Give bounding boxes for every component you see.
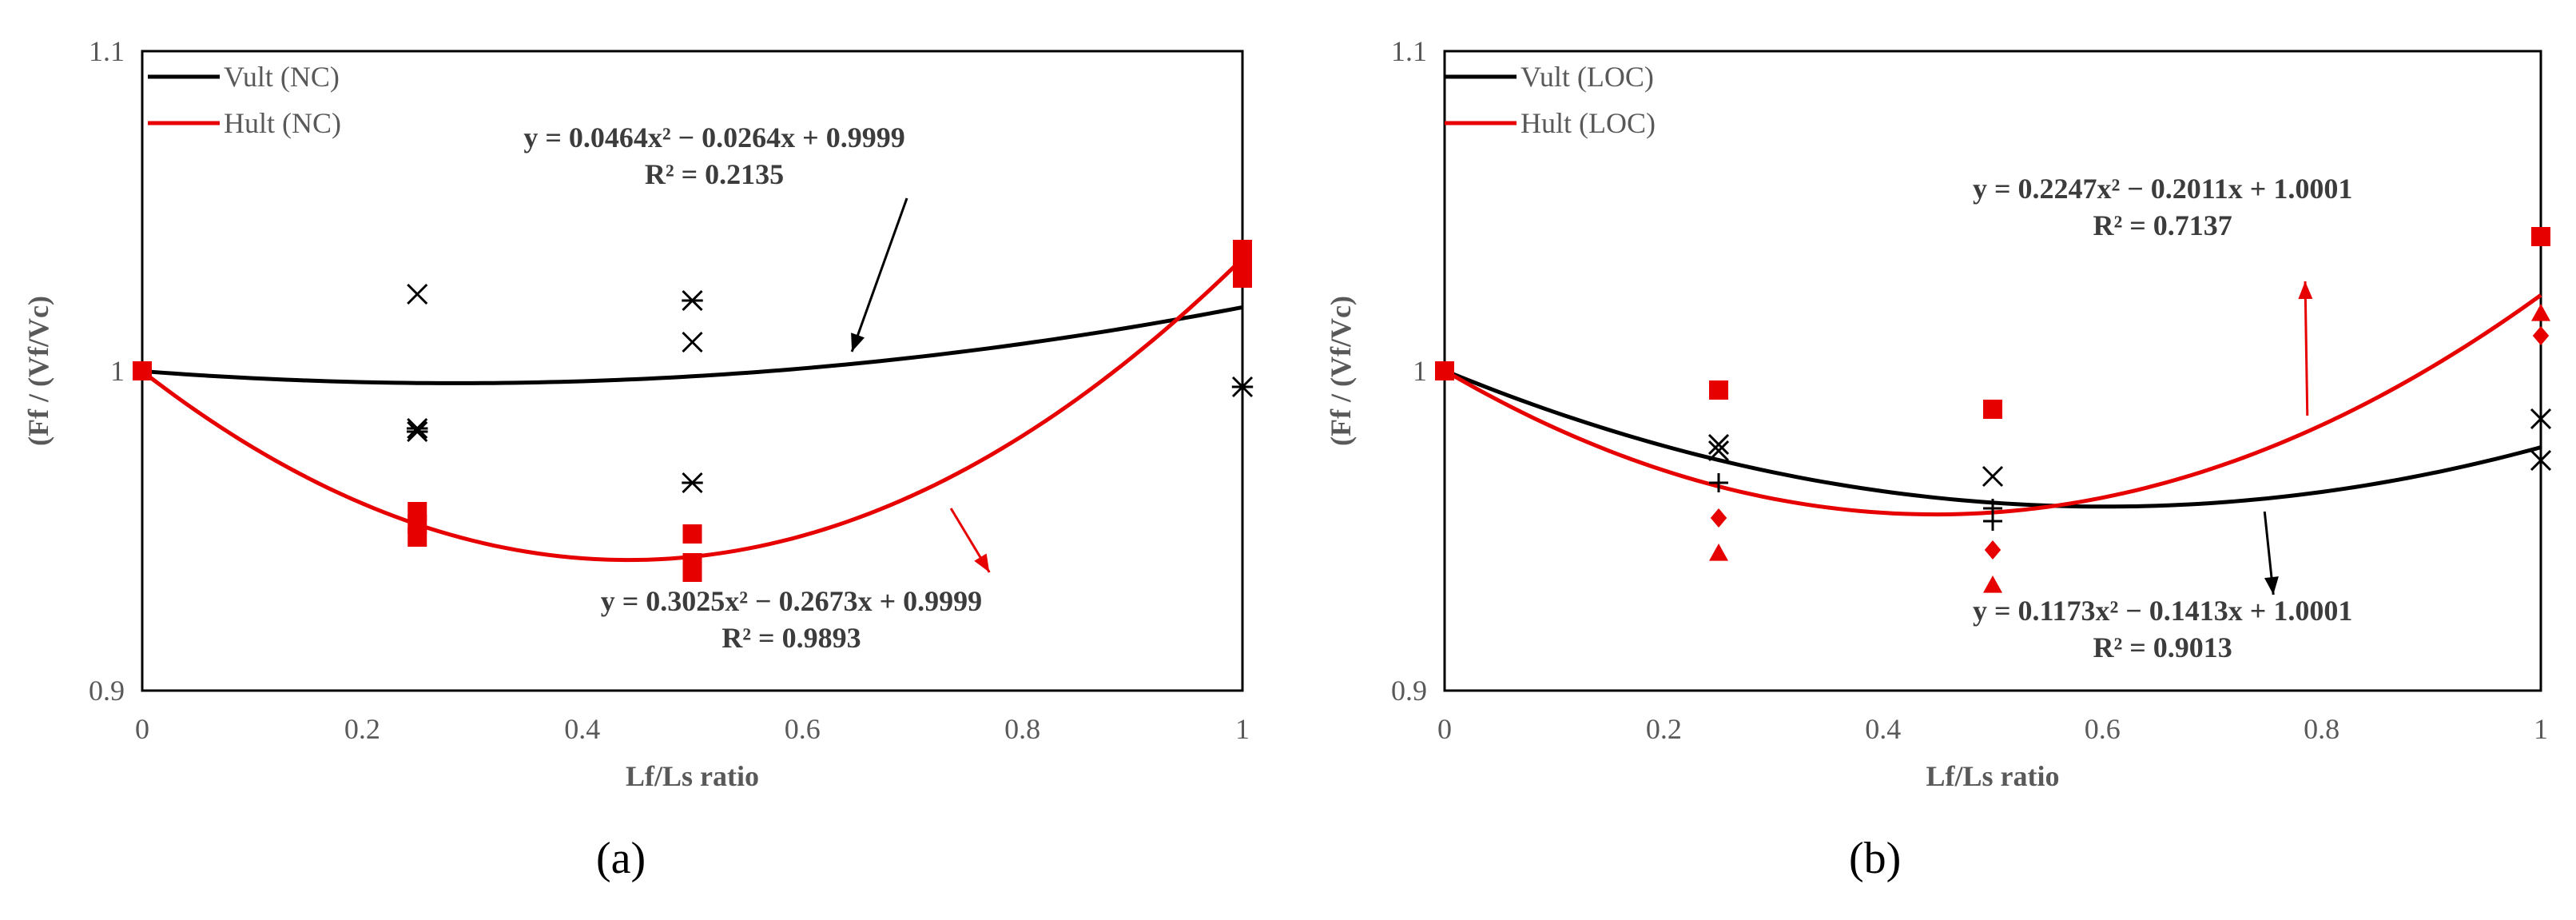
x-axis-label: Lf/Ls ratio: [1926, 760, 2060, 792]
annotation-arrow-head: [2264, 576, 2279, 595]
data-point: [2531, 227, 2550, 246]
data-point: [1707, 433, 1730, 456]
x-tick-label: 0: [135, 713, 149, 745]
x-tick-label: 0.2: [1646, 713, 1682, 745]
x-tick-label: 0.4: [1865, 713, 1901, 745]
data-point: [2531, 304, 2550, 321]
data-point: [1231, 376, 1254, 398]
data-point: [133, 361, 152, 380]
trendline-vult-nc: [141, 305, 1243, 385]
x-tick-label: 0.6: [785, 713, 821, 745]
y-tick-label: 1.1: [1391, 35, 1427, 67]
data-point: [407, 420, 428, 443]
annotation-arrow-head: [2298, 281, 2313, 300]
y-tick-label: 0.9: [1391, 675, 1427, 707]
equation-annotation-line: R² = 0.9013: [2093, 631, 2232, 663]
data-point: [2532, 326, 2550, 345]
equation-annotation-line: y = 0.1173x² − 0.1413x + 1.0001: [1973, 595, 2352, 627]
y-tick-label: 1.1: [89, 35, 125, 67]
data-point: [1983, 512, 2002, 531]
y-tick-label: 1: [1413, 355, 1427, 387]
annotation-arrow-line: [2304, 281, 2309, 416]
panel-label-b: (b): [1849, 834, 1902, 883]
data-point: [1982, 465, 2004, 488]
equation-annotation-line: R² = 0.2135: [645, 158, 784, 190]
x-tick-label: 0.2: [344, 713, 380, 745]
data-point: [1710, 508, 1727, 528]
x-tick-label: 1: [2534, 713, 2548, 745]
panel-label-a: (a): [596, 834, 646, 883]
x-tick-label: 0.8: [2304, 713, 2339, 745]
data-point: [682, 563, 702, 582]
trendline-vult-loc: [1444, 368, 2542, 509]
x-tick-label: 0.4: [564, 713, 600, 745]
data-point: [1983, 400, 2002, 419]
trendline-hult-nc: [141, 257, 1244, 563]
data-point: [2530, 449, 2552, 472]
annotation-arrow-head: [851, 333, 865, 352]
x-tick-label: 1: [1235, 713, 1250, 745]
data-point: [682, 289, 703, 312]
y-tick-label: 0.9: [89, 675, 125, 707]
legend-label: Hult (LOC): [1521, 107, 1656, 139]
legend-label: Hult (NC): [224, 107, 341, 139]
equation-annotation-line: R² = 0.9893: [722, 622, 861, 654]
data-point: [682, 524, 702, 544]
equation-annotation-line: y = 0.3025x² − 0.2673x + 0.9999: [601, 585, 982, 617]
x-tick-label: 0.6: [2085, 713, 2121, 745]
equation-annotation-line: y = 0.0464x² − 0.0264x + 0.9999: [523, 121, 904, 153]
x-tick-label: 0: [1437, 713, 1452, 745]
y-axis-label: (Ff / (Vf/Vc): [22, 296, 54, 446]
legend-label: Vult (LOC): [1521, 61, 1654, 93]
y-axis-label: (Ff / (Vf/Vc): [1325, 296, 1357, 446]
chart-b: 0 0.2 0.4 0.6 0.8 1 0.9 1 1.1 Lf/Ls ratio (Ff / (V…: [1325, 35, 2552, 792]
annotation-arrow-head: [974, 553, 990, 572]
y-tick-label: 1: [110, 355, 125, 387]
data-point: [1707, 440, 1730, 462]
equation-annotation-line: y = 0.2247x² − 0.2011x + 1.0001: [1973, 173, 2352, 205]
data-point: [1984, 540, 2002, 560]
data-point: [1435, 361, 1454, 380]
annotation-arrow-line: [850, 197, 908, 352]
chart-a: 0 0.2 0.4 0.6 0.8 1 0.9 1 1.1 Lf/Ls ratio (Ff / (V…: [22, 35, 1254, 792]
legend-label: Vult (NC): [224, 61, 340, 93]
data-point: [682, 472, 703, 494]
data-point: [1709, 544, 1728, 561]
data-point: [407, 283, 428, 305]
data-point: [407, 417, 428, 440]
data-point: [1233, 269, 1252, 288]
data-point: [1709, 380, 1728, 400]
x-tick-label: 0.8: [1004, 713, 1040, 745]
data-point: [1709, 473, 1728, 492]
equation-annotation-line: R² = 0.7137: [2093, 209, 2232, 241]
data-point: [1983, 575, 2002, 593]
data-point: [682, 331, 703, 353]
data-point: [2530, 408, 2552, 430]
x-axis-label: Lf/Ls ratio: [626, 760, 759, 792]
data-point: [407, 528, 427, 547]
